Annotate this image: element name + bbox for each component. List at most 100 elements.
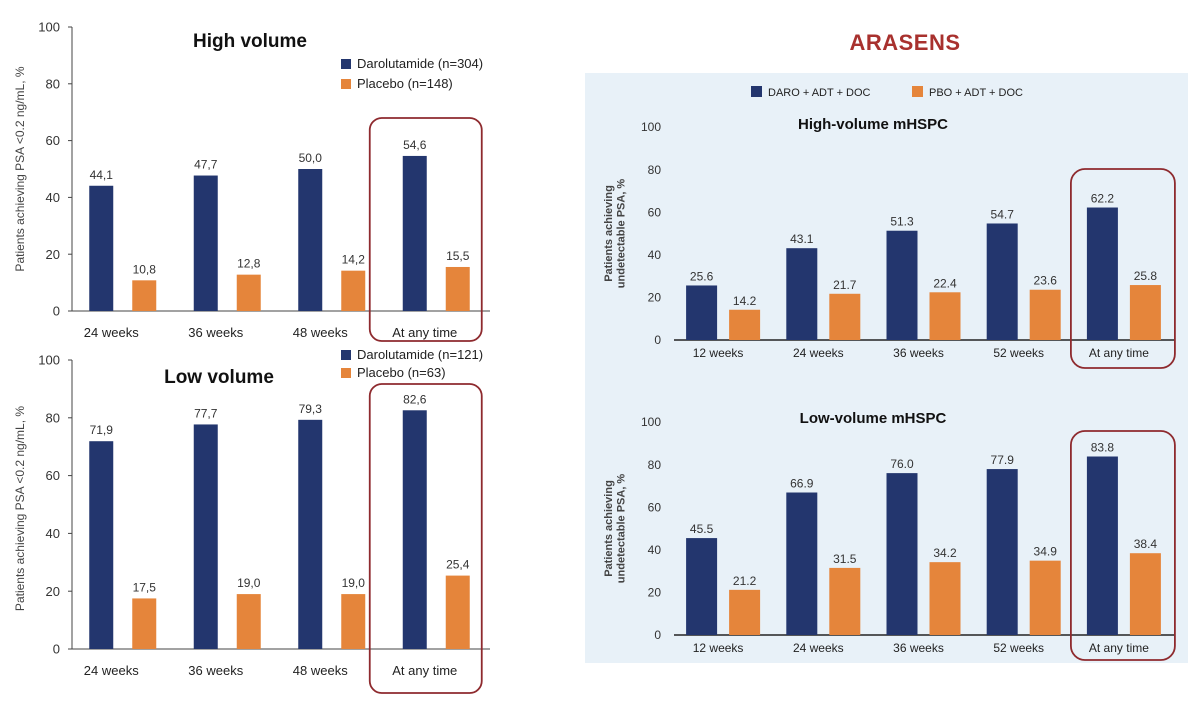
y-tick-label: 80 (648, 458, 662, 472)
data-label: 21.7 (833, 278, 857, 292)
legend-swatch-darolutamide (341, 59, 351, 69)
bar-darolutamide-3 (298, 169, 323, 311)
y-tick-label: 40 (648, 543, 662, 557)
y-axis-label-line: undetectable PSA, % (616, 474, 628, 584)
bar-darolutamide-4 (402, 410, 427, 649)
x-tick-label: 24 weeks (84, 325, 139, 340)
bar-placebo-5 (1129, 553, 1161, 635)
x-tick-label: 48 weeks (293, 663, 348, 678)
x-tick-label: 52 weeks (993, 641, 1044, 655)
data-label: 25.8 (1134, 269, 1158, 283)
data-label: 14,2 (342, 253, 366, 267)
y-axis-label-line: Patients achieving (603, 480, 615, 577)
data-label: 17,5 (133, 580, 157, 594)
data-label: 25,4 (446, 558, 470, 572)
bar-darolutamide-5 (1086, 456, 1118, 635)
data-label: 22.4 (933, 276, 957, 290)
data-label: 14.2 (733, 294, 757, 308)
bar-placebo-3 (929, 562, 961, 635)
data-label: 66.9 (790, 477, 814, 491)
legend-swatch-placebo (341, 368, 351, 378)
y-tick-label: 20 (46, 584, 60, 599)
x-tick-label: At any time (1089, 641, 1149, 655)
bar-placebo-4 (1029, 560, 1061, 635)
bar-placebo-3 (341, 594, 366, 649)
legend-label: Placebo (n=63) (357, 365, 446, 380)
y-tick-label: 0 (53, 642, 60, 657)
data-label: 79,3 (299, 402, 323, 416)
chart-title: High volume (193, 31, 307, 52)
data-label: 43.1 (790, 232, 814, 246)
data-label: 54.7 (991, 207, 1015, 221)
bar-darolutamide-1 (686, 538, 718, 635)
bar-placebo-2 (236, 274, 261, 311)
y-tick-label: 20 (46, 247, 60, 262)
legend-label: DARO + ADT + DOC (768, 87, 871, 99)
bar-placebo-4 (445, 266, 470, 311)
data-label: 71,9 (90, 423, 114, 437)
data-label: 83.8 (1091, 441, 1115, 455)
bar-darolutamide-3 (886, 230, 918, 340)
x-tick-label: At any time (1089, 346, 1149, 360)
y-axis-label: Patients achieving PSA <0.2 ng/mL, % (13, 406, 27, 611)
data-label: 34.2 (933, 546, 957, 560)
report-title: ARASENS (849, 30, 961, 55)
chart-title: Low volume (164, 367, 274, 388)
x-tick-label: 36 weeks (893, 641, 944, 655)
data-label: 45.5 (690, 522, 714, 536)
y-tick-label: 40 (648, 248, 662, 262)
legend-swatch-placebo (341, 79, 351, 89)
legend-label: Darolutamide (n=304) (357, 56, 483, 71)
x-tick-label: 24 weeks (793, 346, 844, 360)
bar-placebo-1 (729, 309, 761, 340)
data-label: 51.3 (890, 215, 914, 229)
bar-darolutamide-4 (402, 155, 427, 311)
bar-darolutamide-2 (786, 248, 818, 340)
data-label: 82,6 (403, 392, 427, 406)
x-tick-label: At any time (392, 325, 457, 340)
y-axis-label: Patients achieving PSA <0.2 ng/mL, % (13, 66, 27, 271)
y-tick-label: 100 (641, 415, 661, 429)
bar-darolutamide-1 (686, 285, 718, 340)
x-tick-label: 36 weeks (893, 346, 944, 360)
bar-darolutamide-1 (89, 185, 114, 311)
bar-darolutamide-2 (786, 492, 818, 635)
legend-swatch-darolutamide (751, 86, 762, 97)
bar-darolutamide-3 (886, 473, 918, 635)
bar-placebo-1 (132, 280, 157, 311)
data-label: 19,0 (237, 576, 261, 590)
legend-label: PBO + ADT + DOC (929, 87, 1023, 99)
chart-high-volume: 0 20 40 60 80 100 Patients achieving PSA <0.2 … (13, 20, 490, 342)
chart-low-volume: 0 20 40 60 80 100 Patients achieving PSA <0.2 … (13, 350, 490, 694)
y-tick-label: 80 (46, 76, 60, 91)
data-label: 47,7 (194, 158, 218, 172)
bar-darolutamide-3 (298, 419, 323, 649)
y-axis-label-line: Patients achieving PSA <0.2 ng/mL, % (13, 406, 27, 611)
highlight-box (368, 117, 483, 342)
data-label: 10,8 (133, 262, 157, 276)
x-tick-label: 24 weeks (793, 641, 844, 655)
x-tick-label: 48 weeks (293, 325, 348, 340)
data-label: 12,8 (237, 257, 261, 271)
bar-placebo-1 (132, 598, 157, 649)
legend-swatch-darolutamide (341, 350, 351, 360)
bar-placebo-3 (929, 292, 961, 340)
bar-darolutamide-2 (193, 424, 218, 649)
data-label: 25.6 (690, 269, 714, 283)
x-tick-label: 36 weeks (188, 663, 243, 678)
y-tick-label: 0 (53, 304, 60, 319)
data-label: 77.9 (991, 453, 1015, 467)
data-label: 19,0 (342, 576, 366, 590)
y-tick-label: 100 (38, 20, 60, 35)
y-axis-label-line: Patients achieving PSA <0.2 ng/mL, % (13, 66, 27, 271)
bar-placebo-3 (341, 270, 366, 311)
x-tick-label: 24 weeks (84, 663, 139, 678)
y-tick-label: 40 (46, 526, 60, 541)
y-tick-label: 0 (654, 333, 661, 347)
legend-label: Darolutamide (n=121) (357, 350, 483, 362)
legend-label: Placebo (n=148) (357, 76, 453, 91)
data-label: 38.4 (1134, 537, 1158, 551)
y-tick-label: 60 (46, 133, 60, 148)
y-tick-label: 60 (648, 205, 662, 219)
